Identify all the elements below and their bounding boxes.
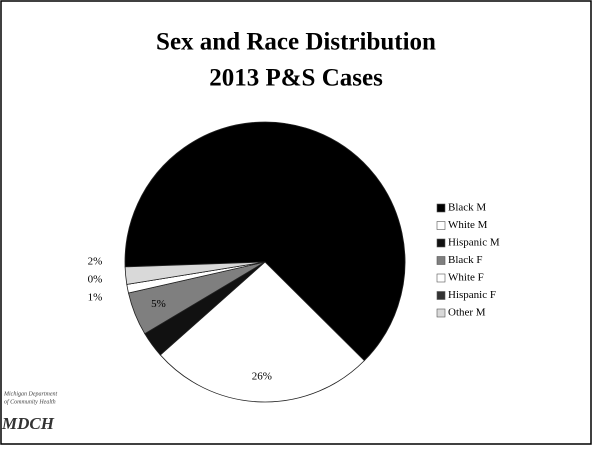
legend-label: Hispanic F	[448, 289, 496, 301]
legend-label: White F	[448, 272, 484, 284]
legend-swatch	[436, 221, 446, 230]
pie-slice	[159, 261, 365, 403]
value-label: 5%	[151, 298, 166, 310]
logo-mark: MDCH	[1, 414, 55, 433]
logo-text: Michigan Department	[3, 391, 57, 397]
value-label: 0%	[88, 274, 103, 286]
value-label: 26%	[252, 370, 272, 382]
chart-subtitle: 2013 P&S Cases	[209, 65, 383, 92]
legend-swatch	[436, 238, 446, 248]
legend-label: Hispanic M	[448, 237, 500, 249]
legend-swatch	[436, 308, 446, 318]
legend-swatch	[436, 256, 446, 265]
legend-swatch	[436, 203, 446, 213]
pie-slice	[124, 261, 266, 285]
logo-text: of Community Health	[4, 398, 56, 405]
value-label: 1%	[88, 292, 103, 304]
legend-label: Black F	[448, 254, 483, 266]
chart-title: Sex and Race Distribution	[156, 29, 436, 56]
pie-slice	[124, 121, 406, 362]
legend-label: White M	[448, 219, 488, 231]
value-label: 2%	[88, 256, 103, 268]
legend-label: Other M	[448, 307, 486, 319]
legend-label: Black M	[448, 202, 486, 214]
legend-swatch	[436, 291, 446, 300]
legend-swatch	[436, 273, 446, 283]
